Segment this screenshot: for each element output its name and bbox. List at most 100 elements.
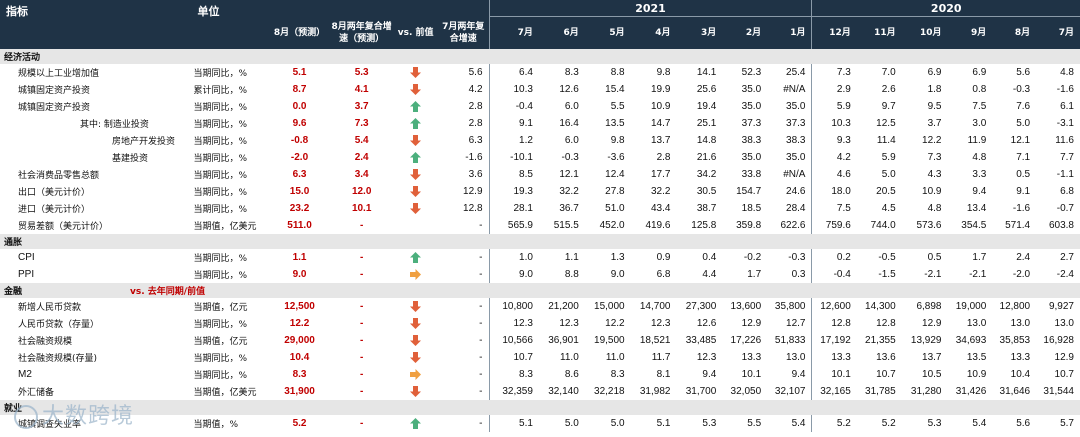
forecast-value: 5.2 (292, 418, 307, 429)
prev-two-year-growth: - (479, 252, 483, 263)
prev-two-year-growth: 12.9 (463, 186, 483, 197)
arrow-up-icon (393, 415, 438, 432)
month-value: 3.3 (972, 169, 987, 180)
month-value: 37.3 (741, 118, 762, 129)
row-label: 城镇固定资产投资 (18, 86, 91, 96)
arrow-down-icon (393, 383, 438, 400)
month-value: 5.4 (972, 418, 987, 429)
month-value: 32,107 (774, 386, 806, 397)
prev-two-year-growth: - (479, 220, 483, 231)
table-row: 社会融资规模(存量) 当期同比，% 10.4- -10.7 11.0 11.0 11.7 12… (0, 349, 1080, 366)
month-value: 5.0 (881, 169, 896, 180)
month-value: 10.7 (1054, 369, 1074, 380)
month-value: 7.0 (881, 67, 896, 78)
month-value: 10.4 (1010, 369, 1031, 380)
forecast-value: 0.0 (292, 101, 307, 112)
month-value: 10.9 (966, 369, 987, 380)
month-value: 12,600 (811, 298, 857, 315)
table-row: 规模以上工业增加值 当期同比，% 5.1 5.3 5.6 6.4 8.3 8.8 9.8 14.1… (0, 64, 1080, 81)
month-value: -0.3 (561, 152, 579, 163)
month-value: 9.4 (972, 186, 987, 197)
row-unit: 当期同比，% (193, 120, 248, 130)
month-value: 8.8 (610, 67, 625, 78)
month-value: 8.3 (488, 366, 539, 383)
two-year-growth: 3.4 (354, 169, 369, 180)
section-header: 通胀 (0, 234, 1080, 249)
row-unit: 当期同比，% (193, 188, 248, 198)
month-value: 10.1 (811, 366, 857, 383)
forecast-value: -0.8 (290, 135, 309, 146)
table-row: 贸易差额（美元计价） 当期值，亿美元 511.0- -565.9 515.5 452.0 4… (0, 217, 1080, 234)
arrow-down-icon (393, 332, 438, 349)
month-value: -1.6 (1012, 203, 1031, 214)
month-value: 154.7 (736, 186, 762, 197)
month-value: 6.9 (927, 67, 942, 78)
forecast-value: 29,000 (284, 335, 315, 346)
month-value: 0.3 (791, 269, 806, 280)
month-value: 31,982 (639, 386, 671, 397)
month-value: 8.3 (610, 369, 625, 380)
month-value: 12,800 (999, 301, 1031, 312)
table-body: 经济活动 规模以上工业增加值 当期同比，% 5.1 5.3 5.6 6.4 8.3 8.8 9.8… (0, 49, 1080, 432)
month-value: 9.5 (927, 101, 942, 112)
two-year-growth: - (360, 369, 364, 380)
forecast-value: 23.2 (289, 203, 310, 214)
row-unit: 当期同比，% (193, 103, 248, 113)
month-value: 13,929 (910, 335, 942, 346)
month-value: 34,693 (955, 335, 987, 346)
arrow-down-icon (393, 200, 438, 217)
month-value: 13.7 (651, 135, 671, 146)
month-value: 7.6 (1016, 101, 1031, 112)
arrow-down-icon (393, 166, 438, 183)
month-value: 35,853 (999, 335, 1031, 346)
month-value: 9.0 (488, 266, 539, 283)
section-title: 金融 (4, 287, 23, 297)
month-value: 3.0 (972, 118, 987, 129)
table-row: 进口（美元计价） 当期同比，% 23.2 10.1 12.8 28.1 36.7 51.0 43… (0, 200, 1080, 217)
month-value: 6,898 (916, 301, 942, 312)
month-value: 452.0 (599, 220, 625, 231)
section-header: 经济活动 (0, 49, 1080, 64)
forecast-value: -2.0 (290, 152, 309, 163)
month-value: 19.4 (696, 101, 717, 112)
month-value: 12.2 (922, 135, 942, 146)
forecast-value: 8.3 (292, 369, 307, 380)
month-value: 4.8 (972, 152, 987, 163)
month-value: 13.0 (786, 352, 806, 363)
month-value: 28.4 (786, 203, 806, 214)
month-value: 13.4 (966, 203, 987, 214)
month-value: 13.5 (966, 352, 987, 363)
month-value: 419.6 (645, 220, 671, 231)
arrow-up-icon (393, 249, 438, 266)
month-value: 5.2 (811, 415, 857, 432)
month-value: 10,566 (488, 332, 539, 349)
row-label: 基建投资 (112, 154, 149, 164)
row-unit: 当期同比，% (193, 254, 248, 264)
month-value: 13.7 (922, 352, 942, 363)
month-value: 35,800 (774, 301, 806, 312)
table-row: 社会融资规模 当期值，亿元 29,000- -10,566 36,901 19,500 18… (0, 332, 1080, 349)
section-title-cell: 就业 (0, 400, 1080, 415)
month-value: 5.5 (747, 418, 762, 429)
month-value: 2.9 (811, 81, 857, 98)
month-value: 5.6 (1016, 418, 1031, 429)
month-value: -0.3 (1012, 84, 1031, 95)
forecast-value: 10.4 (289, 352, 310, 363)
two-year-growth: - (360, 220, 364, 231)
two-year-growth: 5.4 (354, 135, 369, 146)
table-row: 人民币贷款（存量） 当期同比，% 12.2- -12.3 12.3 12.2 12.3 12.… (0, 315, 1080, 332)
month-value: 4.6 (811, 166, 857, 183)
month-value: 0.2 (811, 249, 857, 266)
month-value: 12.1 (1010, 135, 1031, 146)
row-label: 社会融资规模(存量) (18, 354, 98, 364)
section-title: 经济活动 (4, 53, 41, 63)
month-value: 9,927 (1048, 301, 1074, 312)
arrow-right-icon (393, 266, 438, 283)
month-value: -1.5 (878, 269, 896, 280)
month-value: 5.1 (656, 418, 671, 429)
table-row: 社会消费品零售总额 当期同比，% 6.3 3.4 3.6 8.5 12.1 12.4 17.7 3… (0, 166, 1080, 183)
column-header: 7月 (1036, 16, 1080, 49)
month-value: -0.5 (878, 252, 896, 263)
month-value: -3.6 (607, 152, 625, 163)
month-value: -0.3 (788, 252, 806, 263)
